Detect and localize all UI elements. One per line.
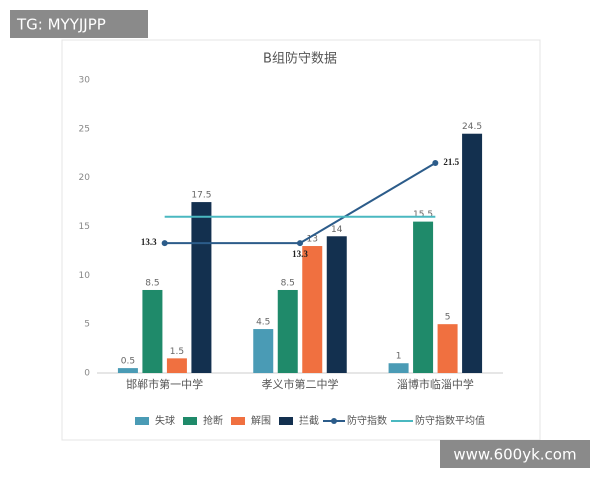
bar <box>253 329 274 373</box>
bar <box>191 202 212 373</box>
bar-label: 8.5 <box>145 278 159 288</box>
legend-swatch <box>331 418 337 424</box>
bar <box>388 363 409 373</box>
bar <box>166 358 187 373</box>
bar <box>413 221 434 373</box>
legend-swatch <box>183 417 197 425</box>
y-tick-label: 15 <box>79 222 90 232</box>
x-tick-label: 孝义市第二中学 <box>262 377 339 391</box>
bar <box>117 368 138 373</box>
legend-label: 防守指数平均值 <box>415 414 485 427</box>
line-marker <box>297 240 303 247</box>
chart-title: B组防守数据 <box>263 51 337 67</box>
bar-label: 1 <box>396 352 402 362</box>
line-marker <box>161 240 168 247</box>
bar <box>277 289 298 373</box>
legend-label: 抢断 <box>203 414 223 427</box>
line-label: 21.5 <box>443 157 459 167</box>
bar-label: 0.5 <box>121 357 135 367</box>
bar <box>142 289 163 373</box>
watermark-box <box>10 10 148 38</box>
y-tick-label: 0 <box>84 369 90 379</box>
y-tick-label: 5 <box>84 320 90 330</box>
legend-swatch <box>135 417 149 425</box>
bar-label: 13 <box>307 235 318 245</box>
x-tick-label: 淄博市临淄中学 <box>397 377 474 391</box>
bar <box>437 324 458 373</box>
legend-label: 失球 <box>155 414 175 427</box>
bar-label: 5 <box>445 313 451 323</box>
legend-label: 解围 <box>251 414 271 427</box>
bar <box>326 236 347 373</box>
bar <box>302 246 323 373</box>
legend-swatch <box>279 417 293 425</box>
y-tick-label: 25 <box>79 124 90 134</box>
x-tick-label: 邯郸市第一中学 <box>126 377 203 391</box>
y-tick-label: 20 <box>79 173 91 183</box>
watermark: www.600yk.com <box>453 446 576 464</box>
line-label: 13.3 <box>141 237 157 247</box>
line-label: 13.3 <box>292 249 308 259</box>
bar <box>462 133 483 373</box>
y-tick-label: 30 <box>79 76 91 86</box>
watermark: TG: MYYJJPP <box>16 16 106 34</box>
bar-label: 1.5 <box>170 347 184 357</box>
bar-label: 4.5 <box>256 318 270 328</box>
y-tick-label: 10 <box>79 271 91 281</box>
bar-label: 17.5 <box>191 191 211 201</box>
bar-label: 15.5 <box>413 210 433 220</box>
legend-label: 防守指数 <box>347 414 387 427</box>
bar-label: 8.5 <box>281 278 295 288</box>
watermark-box <box>440 440 590 468</box>
legend-swatch <box>231 417 245 425</box>
legend-label: 拦截 <box>299 414 319 427</box>
bar-label: 24.5 <box>462 122 482 132</box>
bar-label: 14 <box>331 225 343 235</box>
line-marker <box>432 160 439 167</box>
